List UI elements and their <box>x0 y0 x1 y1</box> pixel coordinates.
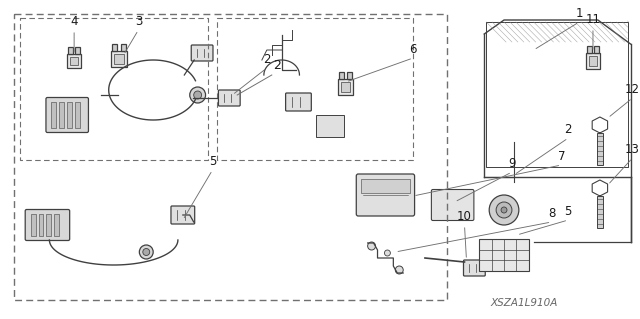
Bar <box>111 44 116 51</box>
Bar <box>54 214 60 236</box>
Text: 5: 5 <box>564 205 572 218</box>
FancyBboxPatch shape <box>218 90 240 106</box>
Circle shape <box>143 249 150 256</box>
FancyBboxPatch shape <box>25 210 70 241</box>
Bar <box>75 47 80 54</box>
Bar <box>67 54 81 68</box>
Bar <box>114 54 124 63</box>
Bar <box>68 47 73 54</box>
Bar <box>348 72 353 79</box>
Circle shape <box>194 91 202 99</box>
FancyBboxPatch shape <box>431 189 474 220</box>
Text: 1: 1 <box>575 7 583 20</box>
Bar <box>342 82 350 92</box>
Text: 6: 6 <box>410 43 417 56</box>
Bar <box>479 239 529 271</box>
Bar <box>47 214 51 236</box>
Circle shape <box>140 245 153 259</box>
Bar <box>60 102 64 128</box>
Bar <box>111 51 127 67</box>
Circle shape <box>501 207 507 213</box>
Bar <box>38 214 44 236</box>
FancyBboxPatch shape <box>191 45 213 61</box>
Text: 5: 5 <box>209 155 216 168</box>
FancyBboxPatch shape <box>356 174 415 216</box>
Text: 11: 11 <box>586 13 600 26</box>
Text: 9: 9 <box>508 157 516 170</box>
Bar <box>31 214 36 236</box>
Bar <box>316 115 344 137</box>
Circle shape <box>367 242 376 250</box>
Text: 2: 2 <box>263 53 271 66</box>
Bar <box>587 46 592 53</box>
Bar <box>339 72 344 79</box>
Text: 3: 3 <box>134 15 142 28</box>
Circle shape <box>489 195 519 225</box>
FancyBboxPatch shape <box>463 260 485 276</box>
Bar <box>70 57 78 65</box>
FancyBboxPatch shape <box>46 98 88 132</box>
Text: 8: 8 <box>548 207 555 220</box>
FancyBboxPatch shape <box>285 93 311 111</box>
Text: 4: 4 <box>70 15 78 28</box>
FancyBboxPatch shape <box>171 206 195 224</box>
Text: 2: 2 <box>564 123 572 136</box>
Bar <box>75 102 80 128</box>
Bar <box>589 56 597 66</box>
Circle shape <box>396 266 403 274</box>
Bar <box>67 102 72 128</box>
Text: 2: 2 <box>273 59 281 72</box>
Bar <box>361 179 410 193</box>
Text: 12: 12 <box>625 83 640 96</box>
Text: 7: 7 <box>557 150 565 163</box>
Bar <box>597 133 603 165</box>
Bar <box>51 102 56 128</box>
Bar <box>586 53 600 69</box>
Bar <box>597 196 603 228</box>
Text: XSZA1L910A: XSZA1L910A <box>490 298 557 308</box>
Bar <box>594 46 599 53</box>
Bar <box>339 79 353 95</box>
Text: 13: 13 <box>625 143 640 156</box>
Circle shape <box>496 202 512 218</box>
Circle shape <box>189 87 205 103</box>
Circle shape <box>385 250 390 256</box>
Bar <box>120 44 125 51</box>
Text: 10: 10 <box>457 210 472 223</box>
